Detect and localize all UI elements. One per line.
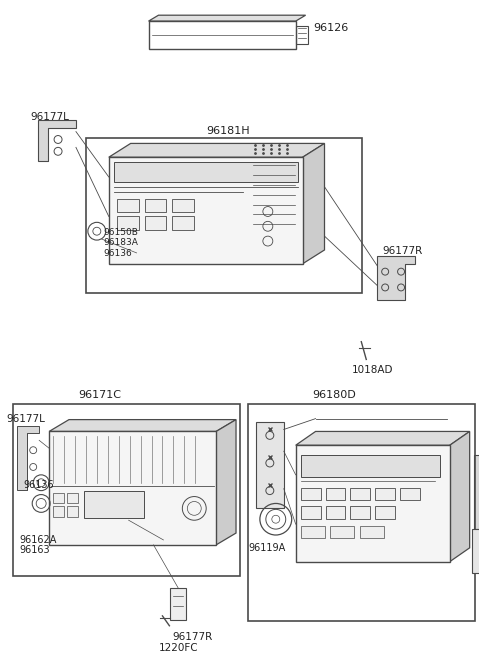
Bar: [148, 21, 296, 48]
Bar: [375, 488, 395, 500]
Bar: [49, 432, 216, 545]
Bar: [350, 488, 370, 500]
Bar: [360, 526, 384, 538]
Text: 96126: 96126: [313, 23, 349, 33]
Bar: [67, 506, 78, 517]
Bar: [375, 506, 395, 519]
Bar: [330, 526, 354, 538]
Bar: [53, 493, 64, 504]
Bar: [472, 529, 480, 574]
Bar: [325, 506, 346, 519]
Bar: [256, 422, 284, 508]
Polygon shape: [377, 256, 415, 300]
Polygon shape: [474, 455, 480, 529]
Text: 96119A: 96119A: [248, 543, 285, 553]
Text: 96162A: 96162A: [19, 535, 57, 545]
Bar: [300, 488, 321, 500]
Bar: [114, 162, 298, 182]
Bar: [296, 26, 308, 44]
Polygon shape: [38, 120, 76, 161]
Text: 96183A: 96183A: [104, 238, 139, 247]
Bar: [350, 506, 370, 519]
Polygon shape: [302, 143, 324, 264]
Bar: [300, 455, 440, 477]
Polygon shape: [296, 432, 469, 445]
Bar: [300, 506, 321, 519]
Bar: [109, 157, 302, 264]
Bar: [84, 491, 144, 518]
Bar: [248, 404, 475, 621]
Text: 1220FC: 1220FC: [158, 643, 198, 652]
Bar: [117, 198, 139, 212]
Text: 96163: 96163: [19, 545, 50, 555]
Polygon shape: [148, 15, 306, 21]
Text: 96180D: 96180D: [312, 390, 356, 400]
Text: 96177L: 96177L: [30, 112, 69, 122]
Text: 1018AD: 1018AD: [351, 365, 393, 375]
Text: 96150B: 96150B: [104, 228, 139, 237]
Bar: [172, 198, 194, 212]
Polygon shape: [216, 420, 236, 545]
Text: 96181H: 96181H: [206, 126, 250, 136]
Bar: [300, 526, 324, 538]
Text: 96177R: 96177R: [172, 631, 213, 642]
Bar: [144, 216, 167, 230]
Text: 96136: 96136: [23, 479, 54, 490]
Bar: [170, 588, 186, 620]
Bar: [117, 216, 139, 230]
Bar: [325, 488, 346, 500]
Polygon shape: [109, 143, 324, 157]
Polygon shape: [17, 426, 39, 490]
Bar: [86, 138, 362, 293]
Bar: [400, 488, 420, 500]
Bar: [296, 445, 450, 561]
Text: 96136: 96136: [104, 249, 132, 258]
Bar: [67, 493, 78, 504]
Bar: [144, 198, 167, 212]
Text: 96171C: 96171C: [78, 390, 121, 400]
Bar: [172, 216, 194, 230]
Polygon shape: [450, 432, 469, 561]
Bar: [53, 506, 64, 517]
Text: 96177R: 96177R: [382, 246, 422, 256]
Polygon shape: [49, 420, 236, 432]
Bar: [13, 404, 240, 576]
Text: 96177L: 96177L: [6, 414, 45, 424]
